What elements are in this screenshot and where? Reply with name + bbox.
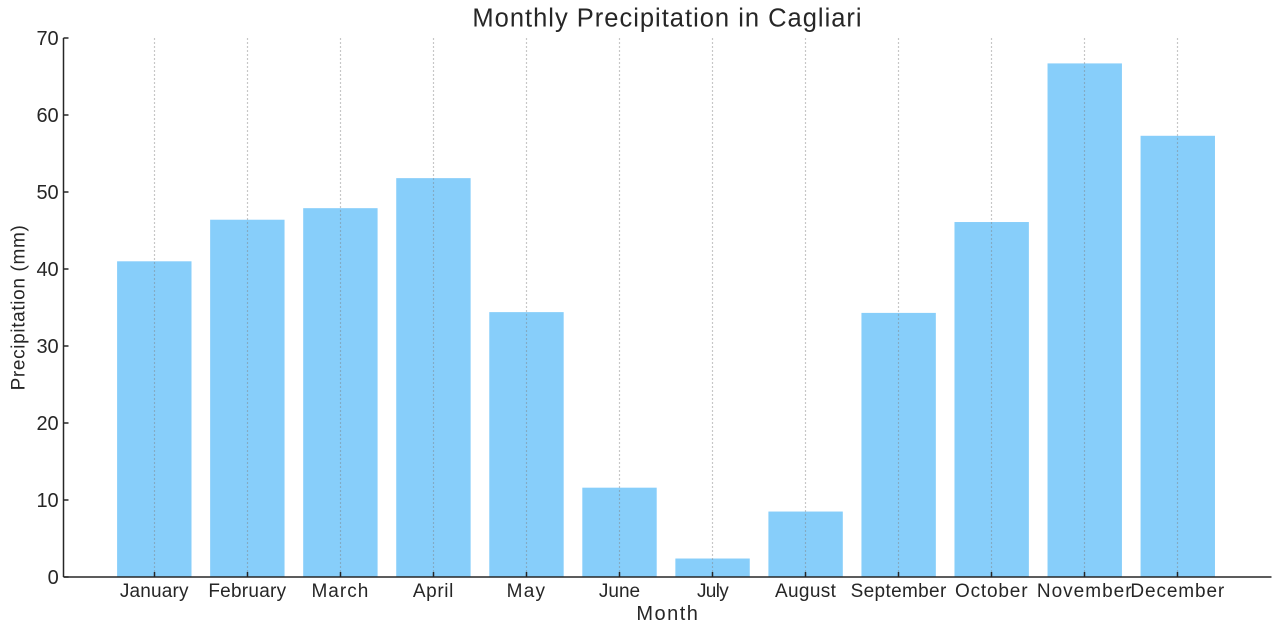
svg-text:December: December bbox=[1130, 581, 1225, 602]
svg-text:40: 40 bbox=[36, 259, 58, 281]
svg-text:February: February bbox=[208, 581, 286, 602]
svg-text:50: 50 bbox=[36, 182, 58, 204]
svg-text:May: May bbox=[507, 581, 547, 602]
svg-text:20: 20 bbox=[36, 413, 58, 435]
svg-text:July: July bbox=[697, 581, 729, 602]
svg-text:Month: Month bbox=[636, 603, 699, 625]
svg-text:March: March bbox=[311, 581, 369, 602]
svg-text:October: October bbox=[955, 581, 1028, 602]
svg-text:April: April bbox=[413, 581, 454, 602]
svg-text:60: 60 bbox=[36, 105, 58, 127]
svg-text:August: August bbox=[775, 581, 837, 602]
svg-text:September: September bbox=[851, 581, 947, 602]
svg-text:70: 70 bbox=[36, 28, 58, 50]
svg-text:Precipitation (mm): Precipitation (mm) bbox=[9, 225, 30, 391]
svg-text:November: November bbox=[1037, 581, 1133, 602]
svg-text:30: 30 bbox=[36, 336, 58, 358]
svg-text:June: June bbox=[599, 581, 640, 602]
svg-text:0: 0 bbox=[48, 567, 59, 589]
svg-text:10: 10 bbox=[36, 490, 58, 512]
svg-text:Monthly Precipitation in Cagli: Monthly Precipitation in Cagliari bbox=[472, 5, 862, 33]
svg-text:January: January bbox=[120, 581, 189, 602]
